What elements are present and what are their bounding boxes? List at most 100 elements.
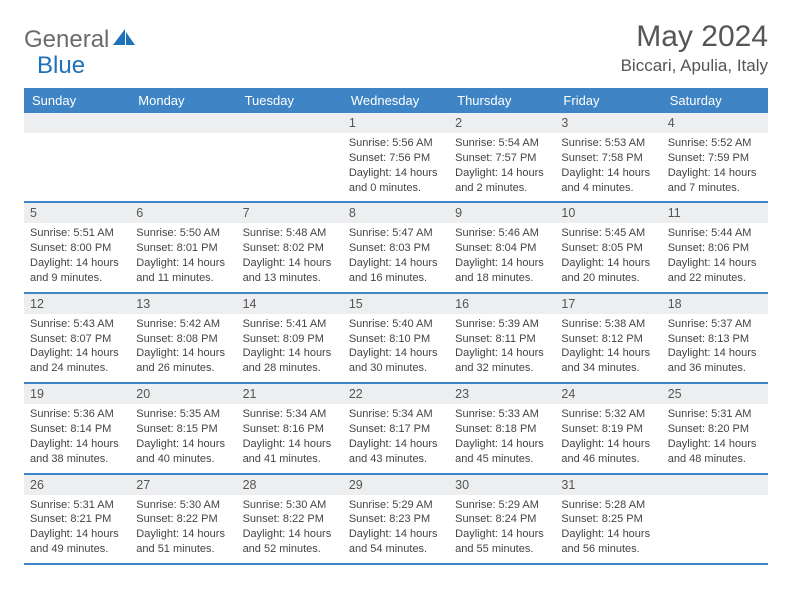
sunrise: Sunrise: 5:30 AM: [136, 498, 230, 513]
sunrise: Sunrise: 5:56 AM: [349, 136, 443, 151]
day-info: Sunrise: 5:32 AMSunset: 8:19 PMDaylight:…: [555, 404, 661, 472]
day-info: Sunrise: 5:46 AMSunset: 8:04 PMDaylight:…: [449, 223, 555, 291]
day-number: 22: [343, 384, 449, 404]
daylight-line2: and 36 minutes.: [668, 361, 762, 376]
day-info: Sunrise: 5:45 AMSunset: 8:05 PMDaylight:…: [555, 223, 661, 291]
sunrise: Sunrise: 5:45 AM: [561, 226, 655, 241]
sunset: Sunset: 8:07 PM: [30, 332, 124, 347]
calendar-cell: 4Sunrise: 5:52 AMSunset: 7:59 PMDaylight…: [662, 113, 768, 201]
daylight-line2: and 54 minutes.: [349, 542, 443, 557]
sunset: Sunset: 8:13 PM: [668, 332, 762, 347]
calendar-cell: [237, 113, 343, 201]
daylight-line1: Daylight: 14 hours: [30, 527, 124, 542]
day-header-tuesday: Tuesday: [237, 88, 343, 113]
sunset: Sunset: 8:15 PM: [136, 422, 230, 437]
sunrise: Sunrise: 5:31 AM: [30, 498, 124, 513]
calendar-cell: 12Sunrise: 5:43 AMSunset: 8:07 PMDayligh…: [24, 294, 130, 382]
week-row: 12Sunrise: 5:43 AMSunset: 8:07 PMDayligh…: [24, 294, 768, 384]
day-number: 31: [555, 475, 661, 495]
sunset: Sunset: 8:08 PM: [136, 332, 230, 347]
calendar-cell: 28Sunrise: 5:30 AMSunset: 8:22 PMDayligh…: [237, 475, 343, 563]
daylight-line1: Daylight: 14 hours: [136, 437, 230, 452]
calendar-cell: 26 Sunrise: 5:31 AMSunset: 8:21 PMDayligh…: [24, 475, 130, 563]
sunrise: Sunrise: 5:28 AM: [561, 498, 655, 513]
daylight-line1: Daylight: 14 hours: [668, 437, 762, 452]
sunset: Sunset: 8:23 PM: [349, 512, 443, 527]
daylight-line1: Daylight: 14 hours: [561, 166, 655, 181]
daylight-line2: and 7 minutes.: [668, 181, 762, 196]
day-number: 1: [343, 113, 449, 133]
day-number: 5: [24, 203, 130, 223]
day-number: 17: [555, 294, 661, 314]
daylight-line1: Daylight: 14 hours: [243, 437, 337, 452]
sunset: Sunset: 8:21 PM: [30, 512, 124, 527]
day-number: 9: [449, 203, 555, 223]
daylight-line1: Daylight: 14 hours: [561, 527, 655, 542]
daylight-line2: and 34 minutes.: [561, 361, 655, 376]
day-number: 30: [449, 475, 555, 495]
calendar-cell: 27Sunrise: 5:30 AMSunset: 8:22 PMDayligh…: [130, 475, 236, 563]
sunset: Sunset: 8:06 PM: [668, 241, 762, 256]
day-header-thursday: Thursday: [449, 88, 555, 113]
day-info: Sunrise: 5:28 AMSunset: 8:25 PMDaylight:…: [555, 495, 661, 563]
calendar-cell: 9Sunrise: 5:46 AMSunset: 8:04 PMDaylight…: [449, 203, 555, 291]
sunrise: Sunrise: 5:42 AM: [136, 317, 230, 332]
daylight-line1: Daylight: 14 hours: [243, 256, 337, 271]
day-number: 8: [343, 203, 449, 223]
daylight-line2: and 16 minutes.: [349, 271, 443, 286]
daylight-line2: and 41 minutes.: [243, 452, 337, 467]
calendar-cell: 19Sunrise: 5:36 AMSunset: 8:14 PMDayligh…: [24, 384, 130, 472]
sunset: Sunset: 8:10 PM: [349, 332, 443, 347]
day-info: Sunrise: 5:31 AMSunset: 8:20 PMDaylight:…: [662, 404, 768, 472]
daylight-line1: Daylight: 14 hours: [30, 256, 124, 271]
day-header-saturday: Saturday: [662, 88, 768, 113]
daylight-line1: Daylight: 14 hours: [349, 256, 443, 271]
day-info: Sunrise: 5:47 AMSunset: 8:03 PMDaylight:…: [343, 223, 449, 291]
day-info: Sunrise: 5:33 AMSunset: 8:18 PMDaylight:…: [449, 404, 555, 472]
sunset: Sunset: 8:25 PM: [561, 512, 655, 527]
calendar-cell: 30Sunrise: 5:29 AMSunset: 8:24 PMDayligh…: [449, 475, 555, 563]
day-info: Sunrise: 5:54 AMSunset: 7:57 PMDaylight:…: [449, 133, 555, 201]
day-number: 3: [555, 113, 661, 133]
day-header-row: SundayMondayTuesdayWednesdayThursdayFrid…: [24, 88, 768, 113]
daylight-line1: Daylight: 14 hours: [455, 346, 549, 361]
day-header-friday: Friday: [555, 88, 661, 113]
daylight-line2: and 2 minutes.: [455, 181, 549, 196]
calendar-cell: 6Sunrise: 5:50 AMSunset: 8:01 PMDaylight…: [130, 203, 236, 291]
sunrise: Sunrise: 5:39 AM: [455, 317, 549, 332]
day-header-wednesday: Wednesday: [343, 88, 449, 113]
sunrise: Sunrise: 5:54 AM: [455, 136, 549, 151]
day-info: Sunrise: 5:34 AMSunset: 8:16 PMDaylight:…: [237, 404, 343, 472]
empty-daynum: [24, 113, 130, 133]
sunrise: Sunrise: 5:31 AM: [668, 407, 762, 422]
day-info: Sunrise: 5:36 AMSunset: 8:14 PMDaylight:…: [24, 404, 130, 472]
daylight-line1: Daylight: 14 hours: [30, 437, 124, 452]
sunrise: Sunrise: 5:46 AM: [455, 226, 549, 241]
day-info: Sunrise: 5:51 AMSunset: 8:00 PMDaylight:…: [24, 223, 130, 291]
sunrise: Sunrise: 5:53 AM: [561, 136, 655, 151]
sunrise: Sunrise: 5:37 AM: [668, 317, 762, 332]
sunrise: Sunrise: 5:50 AM: [136, 226, 230, 241]
week-row: 19Sunrise: 5:36 AMSunset: 8:14 PMDayligh…: [24, 384, 768, 474]
day-number: 29: [343, 475, 449, 495]
empty-daynum: [237, 113, 343, 133]
daylight-line2: and 4 minutes.: [561, 181, 655, 196]
day-number: 26: [24, 475, 130, 495]
day-number: 6: [130, 203, 236, 223]
daylight-line1: Daylight: 14 hours: [455, 527, 549, 542]
sunset: Sunset: 8:04 PM: [455, 241, 549, 256]
daylight-line2: and 22 minutes.: [668, 271, 762, 286]
daylight-line1: Daylight: 14 hours: [455, 166, 549, 181]
daylight-line1: Daylight: 14 hours: [668, 166, 762, 181]
calendar-cell: 31Sunrise: 5:28 AMSunset: 8:25 PMDayligh…: [555, 475, 661, 563]
day-number: 10: [555, 203, 661, 223]
calendar-cell: 21Sunrise: 5:34 AMSunset: 8:16 PMDayligh…: [237, 384, 343, 472]
calendar-cell: 11Sunrise: 5:44 AMSunset: 8:06 PMDayligh…: [662, 203, 768, 291]
daylight-line2: and 30 minutes.: [349, 361, 443, 376]
sunrise: Sunrise: 5:40 AM: [349, 317, 443, 332]
day-info: Sunrise: 5:44 AMSunset: 8:06 PMDaylight:…: [662, 223, 768, 291]
day-info: Sunrise: 5:52 AMSunset: 7:59 PMDaylight:…: [662, 133, 768, 201]
sunset: Sunset: 7:57 PM: [455, 151, 549, 166]
day-header-monday: Monday: [130, 88, 236, 113]
day-number: 11: [662, 203, 768, 223]
